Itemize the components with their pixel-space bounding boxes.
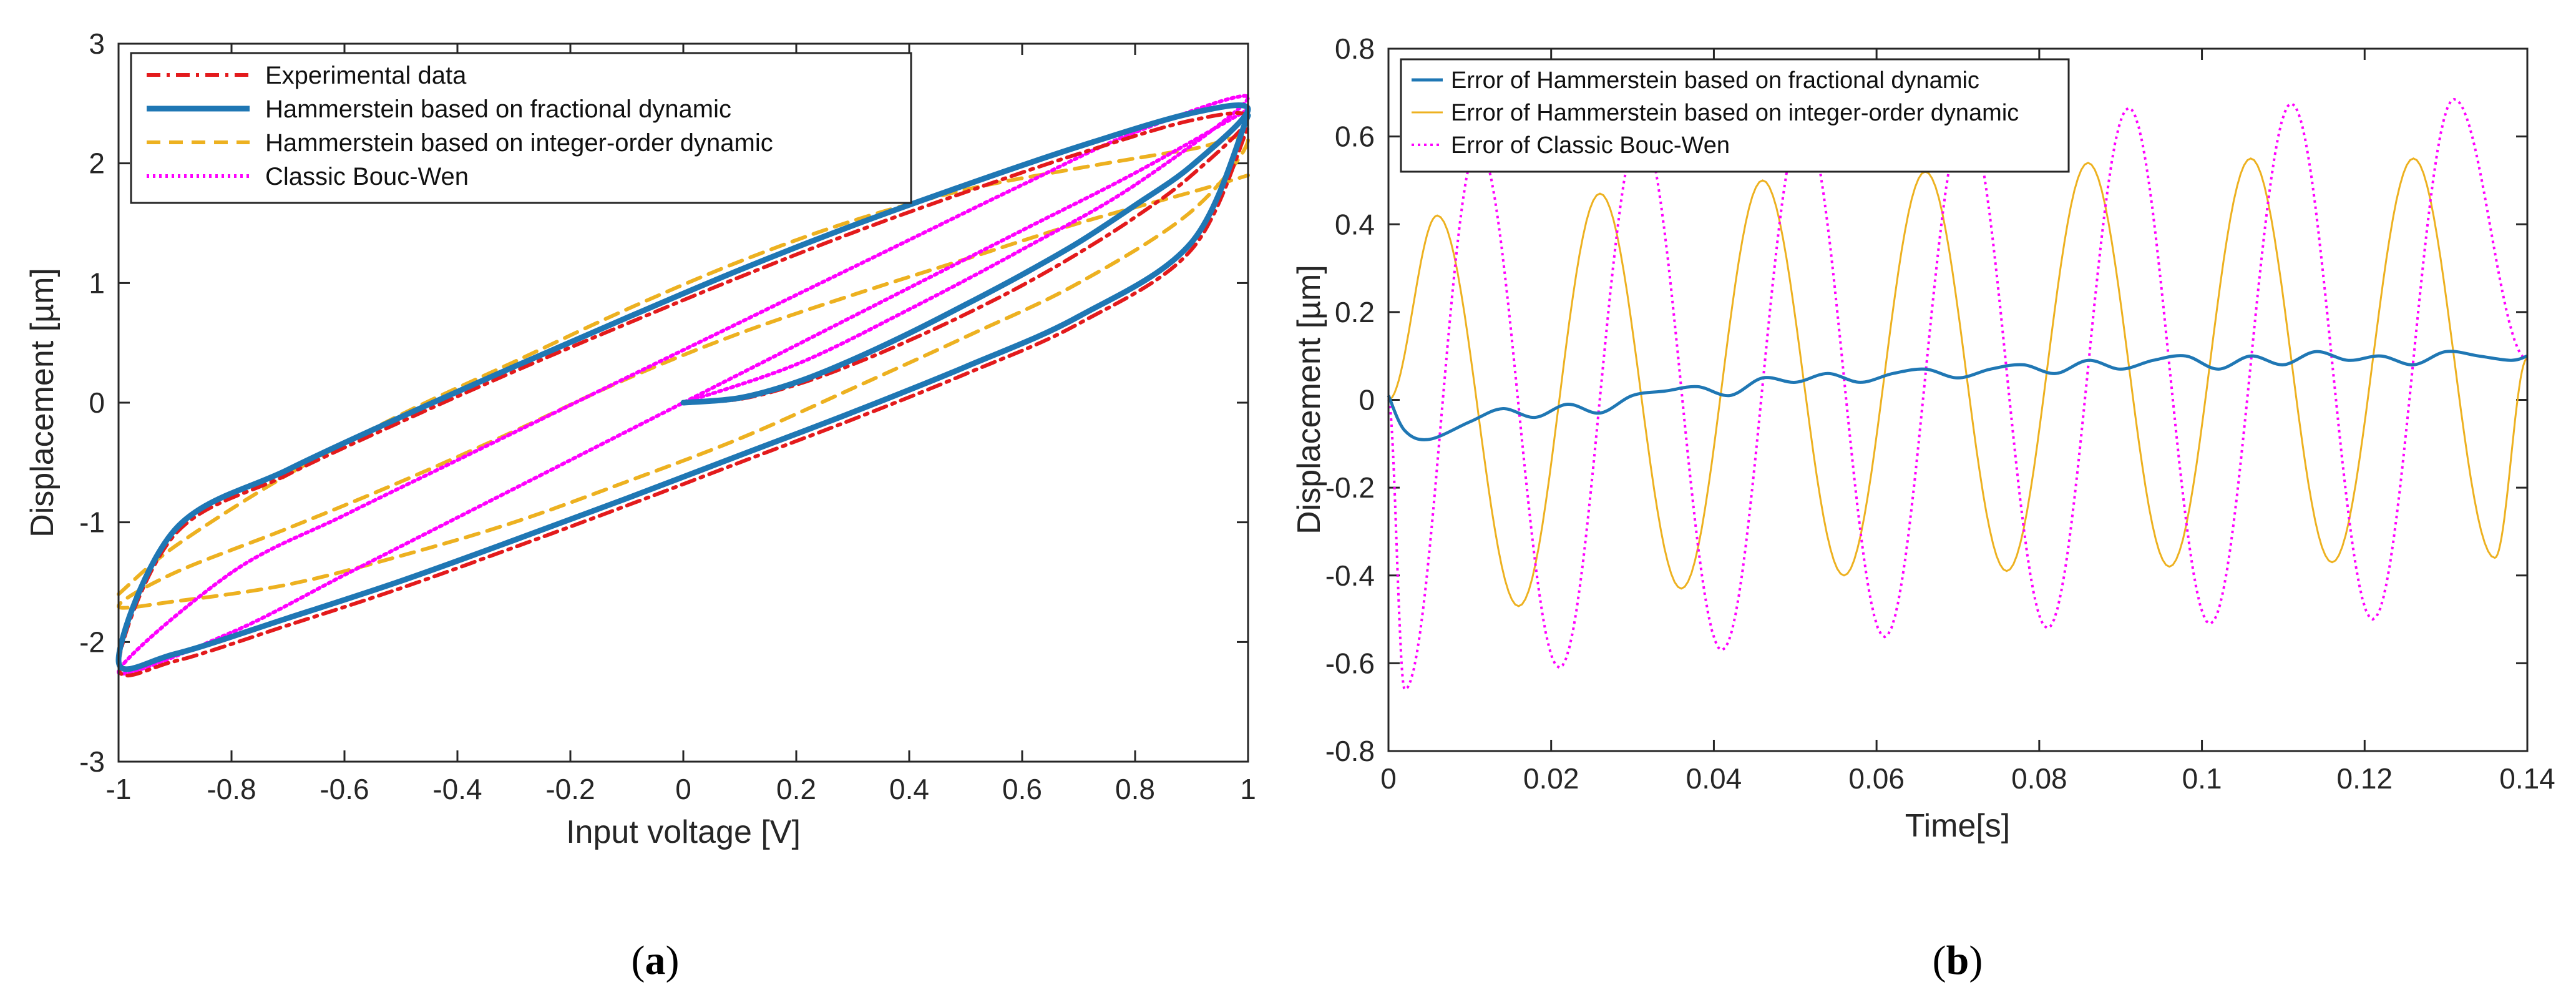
- panel-a-legend-label: Hammerstein based on fractional dynamic: [265, 96, 731, 123]
- panel-b-legend-label: Error of Hammerstein based on fractional…: [1451, 67, 1979, 94]
- panel-a-series-0: [116, 111, 1251, 678]
- panel-a-x-tick-label: 0.6: [1002, 773, 1042, 805]
- panel-b-x-tick-label: 0.12: [2337, 762, 2393, 795]
- panel-a-y-tick-label: 0: [89, 386, 105, 419]
- panel-b-caption: (b): [1933, 938, 1983, 983]
- panel-a-y-tick-label: -3: [79, 745, 105, 778]
- panel-a-y-tick-label: 3: [89, 27, 105, 60]
- panel-b-y-tick-label: -0.2: [1325, 471, 1375, 504]
- panel-b-x-axis-label: Time[s]: [1905, 808, 2011, 844]
- panel-a-legend-label: Experimental data: [265, 62, 467, 89]
- panel-a-legend-label: Classic Bouc-Wen: [265, 163, 469, 190]
- panel-b-legend-label: Error of Classic Bouc-Wen: [1451, 132, 1730, 159]
- panel-a-x-tick-label: 0: [675, 773, 691, 805]
- panel-a-x-tick-label: 0.2: [776, 773, 816, 805]
- panel-a-x-tick-label: -0.4: [432, 773, 482, 805]
- panel-b-y-tick-label: 0.8: [1335, 32, 1375, 65]
- panel-b-y-tick-label: -0.6: [1325, 647, 1375, 679]
- panel-a-legend: Experimental data Hammerstein based on fr…: [130, 52, 912, 204]
- panel-b-x-tick-label: 0.06: [1848, 762, 1905, 795]
- panel-a-series-1: [115, 102, 1251, 672]
- panel-a-caption: (a): [632, 938, 680, 983]
- panel-b-x-tick-label: 0.02: [1523, 762, 1579, 795]
- panel-a-axes-frame: [117, 42, 1249, 763]
- panel-b-y-tick-label: 0.6: [1335, 120, 1375, 153]
- panel-a-y-tick-label: -2: [79, 626, 105, 658]
- panel-b-x-tick-label: 0.14: [2499, 762, 2555, 795]
- panel-a-x-tick-label: -0.2: [545, 773, 595, 805]
- panel-b-x-tick-label: 0.1: [2182, 762, 2222, 795]
- panel-a-legend-label: Hammerstein based on integer-order dynam…: [265, 129, 773, 157]
- panel-b-axes-frame: [1387, 47, 2529, 752]
- panel-a-x-tick-label: 1: [1240, 773, 1256, 805]
- panel-a-y-axis-label: Displacement [µm]: [24, 268, 61, 538]
- panel-b-y-tick-label: 0.4: [1335, 208, 1375, 240]
- panel-a-chart: -1 -0.8 -0.6 -0.4 -0.2 0 0.2 0.4 0.6 0.8 1 -3 -2 -1 0 1…: [24, 27, 1256, 850]
- panel-b-x-tick-label: 0.08: [2011, 762, 2067, 795]
- panel-a-x-axis-label: Input voltage [V]: [566, 814, 801, 850]
- panel-a-y-tick-label: -1: [79, 506, 105, 539]
- panel-a-series: [115, 94, 1251, 678]
- panel-b-y-tick-label: 0.2: [1335, 296, 1375, 328]
- panel-a-x-tick-label: -1: [106, 773, 132, 805]
- panel-b-series: [1387, 97, 2528, 692]
- panel-a-legend-box: [130, 52, 912, 204]
- panel-b-y-tick-label: -0.8: [1325, 735, 1375, 767]
- panel-b-ticks: 0 0.02 0.04 0.06 0.08 0.1 0.12 0.14 -0.8 -0.6 -0.4…: [1325, 32, 2555, 795]
- panel-a-x-tick-label: 0.4: [889, 773, 929, 805]
- panel-b-y-axis-label: Displacement [µm]: [1291, 265, 1327, 534]
- panel-a-x-tick-label: -0.6: [320, 773, 369, 805]
- panel-b-series-0: [1387, 350, 2528, 441]
- panel-b-legend-box: [1400, 58, 2070, 173]
- panel-b-legend: Error of Hammerstein based on fractional…: [1400, 58, 2070, 173]
- panel-a-series-2: [116, 134, 1251, 610]
- panel-a-x-tick-label: 0.8: [1115, 773, 1155, 805]
- panel-b-x-tick-label: 0: [1380, 762, 1397, 795]
- panel-b-y-tick-label: -0.4: [1325, 559, 1375, 592]
- panel-a-series-3: [116, 94, 1251, 676]
- panel-b-series-1: [1388, 157, 2528, 607]
- panel-a-y-tick-label: 2: [89, 147, 105, 180]
- panel-a-x-tick-label: -0.8: [207, 773, 256, 805]
- panel-b-y-tick-label: 0: [1359, 384, 1375, 416]
- panel-a-y-tick-label: 1: [89, 267, 105, 299]
- panel-b-legend-label: Error of Hammerstein based on integer-or…: [1451, 100, 2019, 126]
- panel-b-x-tick-label: 0.04: [1686, 762, 1742, 795]
- panel-b-chart: 0 0.02 0.04 0.06 0.08 0.1 0.12 0.14 -0.8 -0.6 -0.4…: [1291, 32, 2555, 844]
